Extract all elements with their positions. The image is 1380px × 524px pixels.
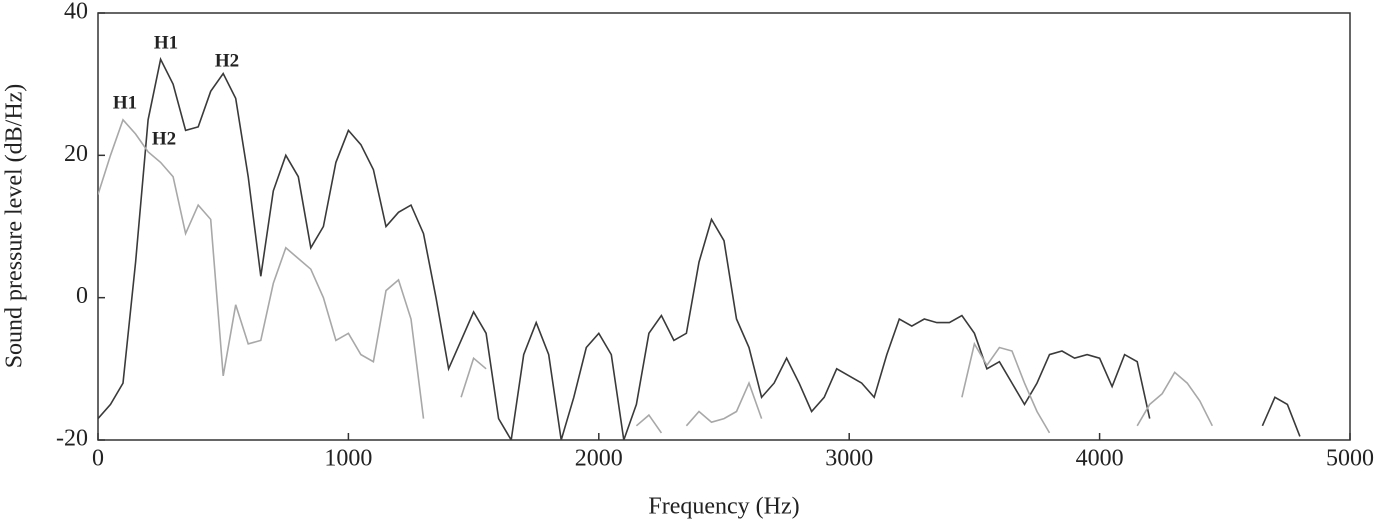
x-tick-label: 4000 xyxy=(1076,446,1124,472)
y-tick-label: -20 xyxy=(56,426,88,452)
annotation: H1 xyxy=(154,32,178,53)
plot-lines xyxy=(98,56,1301,440)
x-tick-label: 3000 xyxy=(825,446,873,472)
y-axis-label: Sound pressure level (dB/Hz) xyxy=(2,84,28,369)
series-line xyxy=(98,118,1214,434)
series-line xyxy=(98,56,1301,440)
annotation: H1 xyxy=(113,92,137,113)
x-tick-label: 0 xyxy=(92,446,104,472)
annotation: H2 xyxy=(215,50,239,71)
annotation: H2 xyxy=(152,128,176,149)
y-tick-label: 20 xyxy=(64,141,88,167)
x-tick-label: 2000 xyxy=(575,446,623,472)
plot-frame xyxy=(97,12,1351,441)
x-tick-label: 1000 xyxy=(324,446,372,472)
y-tick-label: 0 xyxy=(76,283,88,309)
x-tick-label: 5000 xyxy=(1326,446,1374,472)
x-axis-label: Frequency (Hz) xyxy=(648,494,799,520)
y-tick-label: 40 xyxy=(64,0,88,25)
